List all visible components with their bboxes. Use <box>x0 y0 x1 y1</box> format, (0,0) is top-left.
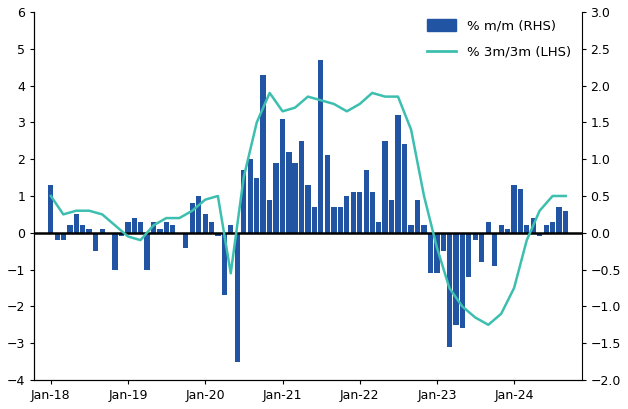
Bar <box>382 141 387 233</box>
Bar <box>299 141 304 233</box>
Bar <box>87 229 92 233</box>
Bar <box>132 218 137 233</box>
Bar <box>466 233 472 277</box>
Bar <box>492 233 497 266</box>
Bar <box>196 196 201 233</box>
Bar <box>460 233 465 328</box>
Bar <box>112 233 118 270</box>
Bar <box>376 222 381 233</box>
Bar <box>222 233 227 295</box>
Bar <box>357 192 362 233</box>
Bar <box>511 185 517 233</box>
Bar <box>364 170 369 233</box>
Bar <box>209 222 214 233</box>
Bar <box>369 192 375 233</box>
Bar <box>338 207 343 233</box>
Bar <box>144 233 149 270</box>
Bar <box>215 233 220 236</box>
Bar <box>203 214 208 233</box>
Bar <box>344 196 350 233</box>
Bar <box>80 225 85 233</box>
Bar <box>408 225 414 233</box>
Bar <box>421 225 426 233</box>
Bar <box>505 229 510 233</box>
Bar <box>332 207 337 233</box>
Bar <box>61 233 66 240</box>
Bar <box>157 229 163 233</box>
Bar <box>126 222 131 233</box>
Bar <box>563 211 568 233</box>
Bar <box>267 200 273 233</box>
Bar <box>472 233 478 240</box>
Bar <box>55 233 60 240</box>
Bar <box>48 185 53 233</box>
Bar <box>138 222 143 233</box>
Bar <box>531 218 536 233</box>
Legend: % m/m (RHS), % 3m/3m (LHS): % m/m (RHS), % 3m/3m (LHS) <box>423 15 575 63</box>
Bar <box>312 207 317 233</box>
Bar <box>247 159 253 233</box>
Bar <box>73 214 79 233</box>
Bar <box>396 115 401 233</box>
Bar <box>428 233 433 273</box>
Bar <box>518 189 523 233</box>
Bar <box>261 74 266 233</box>
Bar <box>441 233 446 251</box>
Bar <box>280 119 285 233</box>
Bar <box>100 229 105 233</box>
Bar <box>183 233 188 247</box>
Bar <box>550 222 555 233</box>
Bar <box>402 144 407 233</box>
Bar <box>350 192 356 233</box>
Bar <box>273 163 279 233</box>
Bar <box>293 163 298 233</box>
Bar <box>67 225 72 233</box>
Bar <box>556 207 562 233</box>
Bar <box>435 233 440 273</box>
Bar <box>241 170 246 233</box>
Bar <box>164 222 169 233</box>
Bar <box>499 225 504 233</box>
Bar <box>537 233 543 236</box>
Bar <box>151 222 156 233</box>
Bar <box>228 225 234 233</box>
Bar <box>93 233 99 251</box>
Bar <box>170 225 175 233</box>
Bar <box>485 222 491 233</box>
Bar <box>389 200 394 233</box>
Bar <box>305 185 311 233</box>
Bar <box>318 60 323 233</box>
Bar <box>453 233 458 325</box>
Bar <box>524 225 529 233</box>
Bar <box>415 200 420 233</box>
Bar <box>447 233 452 347</box>
Bar <box>119 233 124 236</box>
Bar <box>254 178 259 233</box>
Bar <box>190 203 195 233</box>
Bar <box>325 155 330 233</box>
Bar <box>544 225 549 233</box>
Bar <box>479 233 484 262</box>
Bar <box>235 233 240 362</box>
Bar <box>286 152 292 233</box>
